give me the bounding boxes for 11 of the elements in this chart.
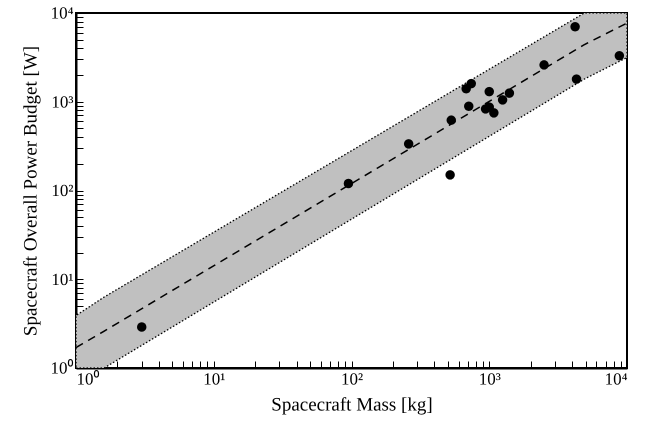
y-tick-label: 10¹ xyxy=(51,270,74,289)
x-tick-label: 10¹ xyxy=(203,370,226,388)
y-tick-label: 10² xyxy=(51,181,74,200)
x-tick-label: 10² xyxy=(340,370,364,388)
y-tick-label: 10³ xyxy=(51,92,74,112)
x-tick-label: 10³ xyxy=(478,370,501,388)
x-axis-title: Spacecraft Mass [kg] xyxy=(271,394,433,416)
x-tick-label: 10⁴ xyxy=(604,370,628,388)
y-tick-label: 10⁴ xyxy=(50,4,74,22)
y-axis-title: Spacecraft Overall Power Budget [W] xyxy=(20,46,42,336)
x-tick-label: 10⁰ xyxy=(76,370,100,388)
